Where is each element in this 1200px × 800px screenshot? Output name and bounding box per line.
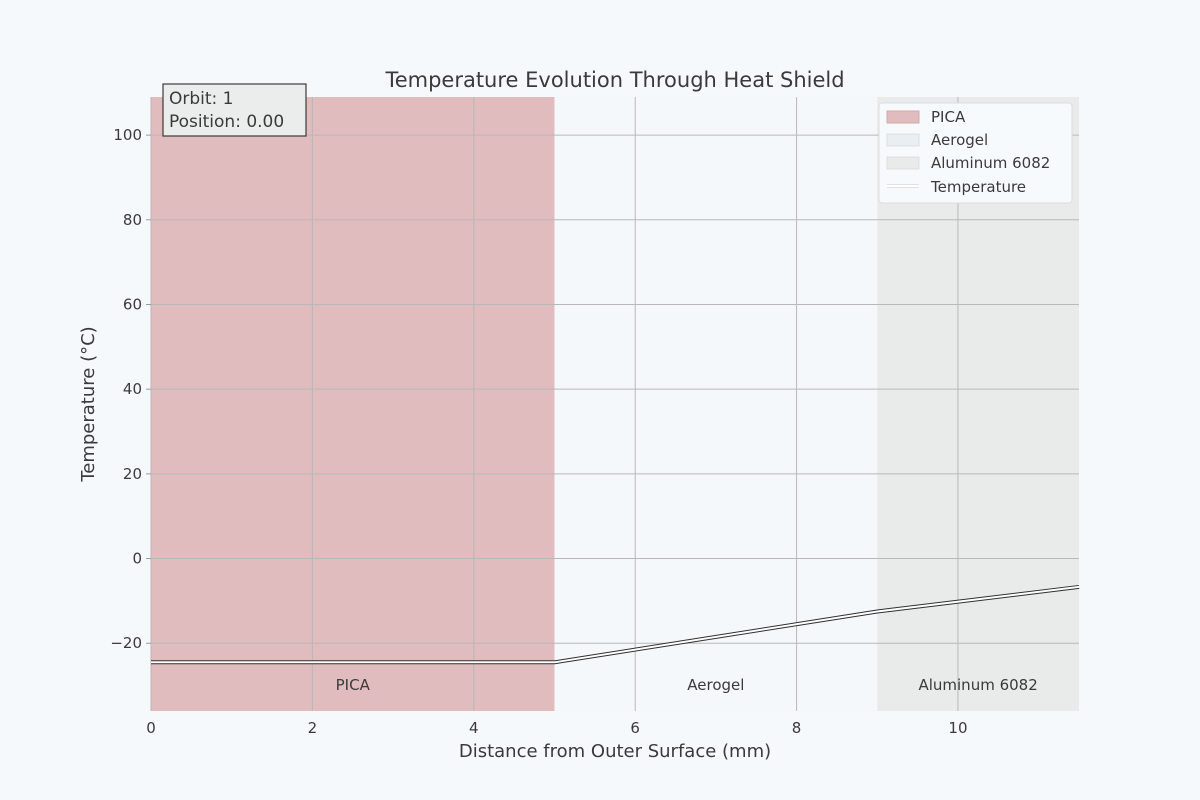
layer-band-pica xyxy=(151,97,555,711)
y-tick-label: 0 xyxy=(132,550,142,568)
annotation-position: Position: 0.00 xyxy=(169,112,284,132)
y-tick-label: 100 xyxy=(113,126,142,144)
annotation-orbit: Orbit: 1 xyxy=(169,89,234,109)
y-tick-label: −20 xyxy=(110,634,142,652)
x-tick-label: 2 xyxy=(308,719,318,737)
x-tick-label: 0 xyxy=(146,719,156,737)
region-label-aluminum-6082: Aluminum 6082 xyxy=(918,676,1037,694)
x-tick-label: 8 xyxy=(792,719,802,737)
chart-title: Temperature Evolution Through Heat Shiel… xyxy=(384,68,844,92)
y-tick-label: 20 xyxy=(123,465,142,483)
legend: PICA Aerogel Aluminum 6082 Temperature xyxy=(878,102,1073,204)
x-tick-label: 4 xyxy=(469,719,479,737)
y-tick-label: 40 xyxy=(123,380,142,398)
region-label-pica: PICA xyxy=(336,676,371,694)
temperature-line xyxy=(151,585,1080,664)
legend-entry-temperature: Temperature xyxy=(930,178,1026,196)
x-tick-label: 6 xyxy=(630,719,640,737)
y-tick-label: 60 xyxy=(123,295,142,313)
x-tick-label: 10 xyxy=(948,719,967,737)
orbit-annotation: Orbit: 1 Position: 0.00 xyxy=(162,83,307,137)
legend-entry-pica: PICA xyxy=(931,108,966,126)
legend-swatch-aerogel xyxy=(886,133,920,147)
y-axis-label: Temperature (°C) xyxy=(78,326,99,482)
layer-band-aerogel xyxy=(554,97,878,711)
x-axis-label: Distance from Outer Surface (mm) xyxy=(459,741,771,762)
legend-entry-aluminum: Aluminum 6082 xyxy=(931,154,1050,172)
legend-swatch-aluminum xyxy=(886,156,920,170)
y-tick-label: 80 xyxy=(123,211,142,229)
legend-entry-aerogel: Aerogel xyxy=(931,131,988,149)
region-label-aerogel: Aerogel xyxy=(687,676,744,694)
legend-swatch-pica xyxy=(886,110,920,124)
